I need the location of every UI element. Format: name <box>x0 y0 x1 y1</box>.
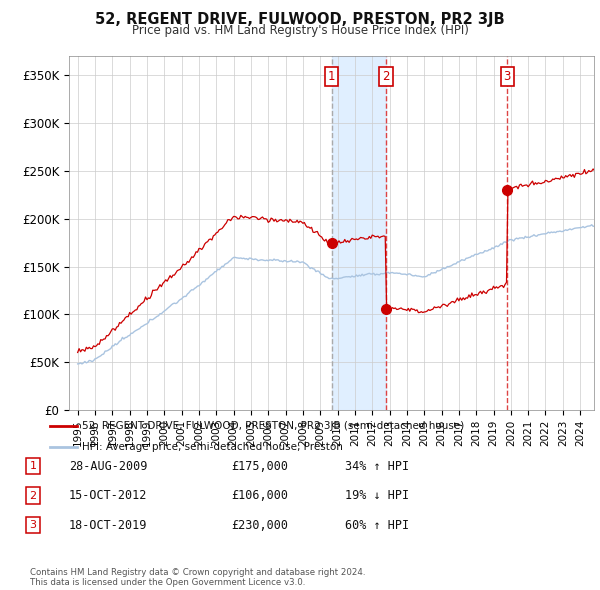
Text: 2: 2 <box>382 70 389 83</box>
Text: 34% ↑ HPI: 34% ↑ HPI <box>345 460 409 473</box>
Text: 60% ↑ HPI: 60% ↑ HPI <box>345 519 409 532</box>
Text: 28-AUG-2009: 28-AUG-2009 <box>69 460 148 473</box>
Text: 3: 3 <box>29 520 37 530</box>
Text: 52, REGENT DRIVE, FULWOOD, PRESTON, PR2 3JB: 52, REGENT DRIVE, FULWOOD, PRESTON, PR2 … <box>95 12 505 27</box>
Text: 1: 1 <box>328 70 335 83</box>
Text: This data is licensed under the Open Government Licence v3.0.: This data is licensed under the Open Gov… <box>30 578 305 587</box>
Text: £175,000: £175,000 <box>231 460 288 473</box>
Text: 19% ↓ HPI: 19% ↓ HPI <box>345 489 409 502</box>
Bar <box>331 56 386 410</box>
Text: 3: 3 <box>503 70 511 83</box>
Text: HPI: Average price, semi-detached house, Preston: HPI: Average price, semi-detached house,… <box>83 442 343 451</box>
Text: 18-OCT-2019: 18-OCT-2019 <box>69 519 148 532</box>
Text: Contains HM Land Registry data © Crown copyright and database right 2024.: Contains HM Land Registry data © Crown c… <box>30 568 365 577</box>
Text: £106,000: £106,000 <box>231 489 288 502</box>
Text: 52, REGENT DRIVE, FULWOOD, PRESTON, PR2 3JB (semi-detached house): 52, REGENT DRIVE, FULWOOD, PRESTON, PR2 … <box>83 421 465 431</box>
Text: Price paid vs. HM Land Registry's House Price Index (HPI): Price paid vs. HM Land Registry's House … <box>131 24 469 37</box>
Text: 2: 2 <box>29 491 37 500</box>
Text: 1: 1 <box>29 461 37 471</box>
Text: 15-OCT-2012: 15-OCT-2012 <box>69 489 148 502</box>
Text: £230,000: £230,000 <box>231 519 288 532</box>
